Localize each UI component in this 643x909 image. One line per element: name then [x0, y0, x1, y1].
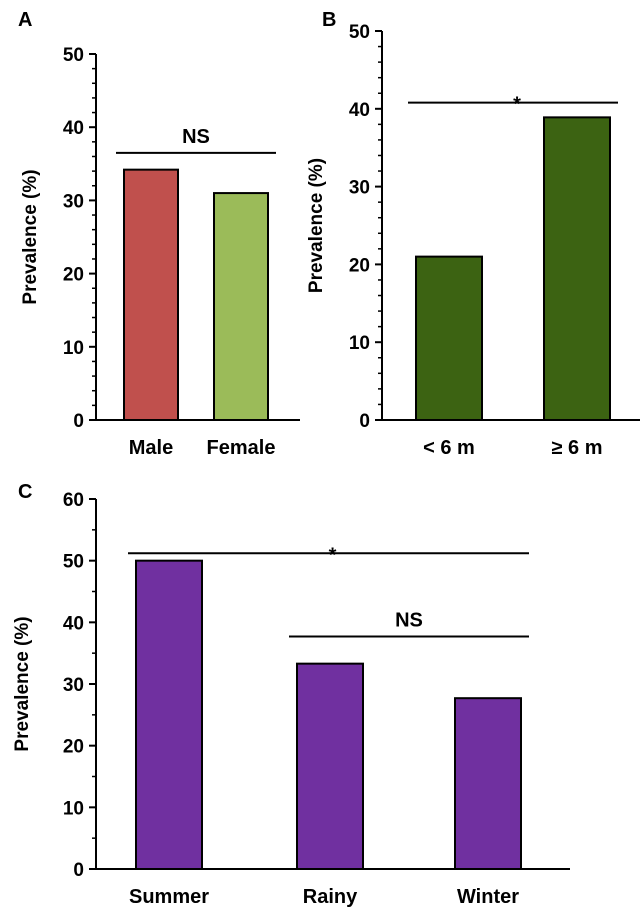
x-tick-label-a: Female [207, 437, 276, 459]
significance-label-c-1: * [329, 544, 337, 566]
y-tick-label-b: 20 [349, 255, 370, 276]
y-tick-label-b: 50 [349, 22, 370, 43]
y-axis-title-b: Prevalence (%) [306, 158, 327, 293]
y-tick-label-c: 60 [63, 490, 84, 511]
y-tick-label-b: 30 [349, 178, 370, 199]
x-tick-label-c: Rainy [303, 886, 358, 908]
bar-b-1 [415, 255, 483, 421]
y-tick-label-c: 10 [63, 798, 84, 819]
x-tick-label-b: ≥ 6 m [552, 437, 603, 459]
bar-a-2 [213, 192, 269, 421]
y-tick-label-c: 0 [73, 860, 84, 881]
y-tick-label-c: 20 [63, 737, 84, 758]
bar-b-2 [543, 116, 611, 421]
y-tick-label-b: 10 [349, 333, 370, 354]
y-tick-label-b: 0 [359, 411, 370, 432]
y-axis-title-a: Prevalence (%) [20, 169, 41, 304]
y-tick-label-a: 30 [63, 191, 84, 212]
bar-a-1 [123, 168, 179, 421]
y-tick-label-c: 40 [63, 613, 84, 634]
x-tick-label-c: Winter [457, 886, 519, 908]
y-tick-label-a: 0 [73, 411, 84, 432]
panel-b: B 0 10 20 30 40 50 < 6 m ≥ 6 m Prevalence (%) * [306, 9, 640, 459]
y-tick-label-a: 50 [63, 45, 84, 66]
y-tick-label-c: 30 [63, 675, 84, 696]
significance-label-b-1: * [513, 94, 521, 116]
y-tick-label-a: 20 [63, 265, 84, 286]
y-tick-label-a: 40 [63, 118, 84, 139]
significance-label-a-1: NS [182, 126, 210, 148]
panel-label-b: B [322, 9, 336, 31]
panel-a: A 0 10 20 30 40 50 Male Female Prevalence (%) NS [18, 9, 300, 459]
y-tick-label-b: 40 [349, 100, 370, 121]
y-axis-title-c: Prevalence (%) [12, 616, 33, 751]
bar-c-3 [454, 697, 522, 871]
significance-label-c-2: NS [395, 610, 423, 632]
bar-c-2 [296, 662, 364, 871]
panel-label-c: C [18, 481, 32, 503]
x-tick-label-c: Summer [129, 886, 209, 908]
panel-label-a: A [18, 9, 32, 31]
x-tick-label-b: < 6 m [423, 437, 475, 459]
x-tick-label-a: Male [129, 437, 173, 459]
bar-c-1 [135, 559, 203, 871]
panel-c: C 0 10 20 30 40 50 60 Summer Rainy Winter Prevalen… [12, 481, 570, 908]
y-tick-label-a: 10 [63, 338, 84, 359]
y-tick-label-c: 50 [63, 552, 84, 573]
